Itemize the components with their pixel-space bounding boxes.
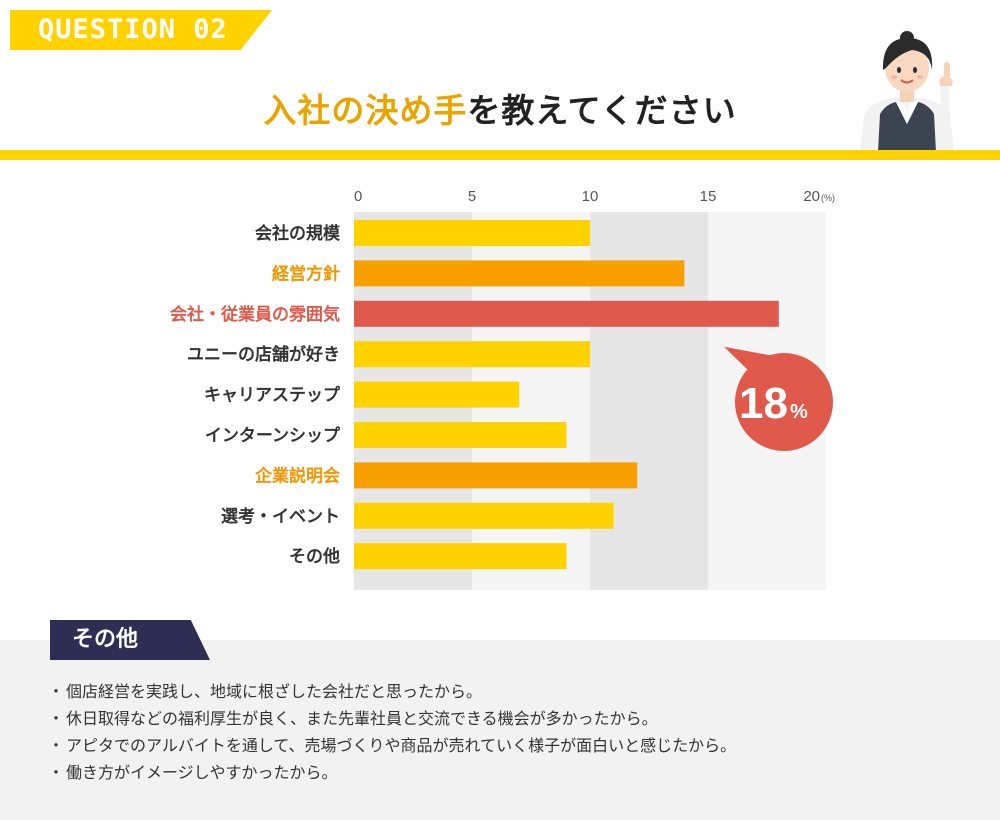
category-label: 経営方針 — [272, 263, 340, 284]
bar — [354, 502, 614, 529]
callout-pointer — [724, 346, 774, 372]
list-item: ・個店経営を実践し、地域に根ざした会社だと思ったから。 — [48, 678, 736, 705]
other-panel — [0, 640, 1000, 820]
presenter-illustration — [860, 31, 954, 152]
bullet: ・ — [48, 763, 65, 782]
category-label: その他 — [289, 546, 340, 567]
x-tick-label: 10 — [582, 188, 599, 205]
bar-chart: 0 5 10 15 20 (%) 会社の規模経営方針会社・従業員の雰囲気ユニーの店舗が好きキ… — [170, 188, 835, 590]
callout-bubble — [735, 353, 833, 451]
header-rule — [0, 150, 1000, 160]
bar — [354, 381, 520, 408]
bar — [354, 260, 685, 287]
other-list: ・個店経営を実践し、地域に根ざした会社だと思ったから。 ・休日取得などの福利厚生… — [48, 678, 736, 786]
x-tick-label: 5 — [468, 188, 476, 205]
list-item-text: アピタでのアルバイトを通して、売場づくりや商品が売れていく様子が面白いと感じたか… — [66, 736, 737, 755]
list-item-text: 働き方がイメージしやすかったから。 — [66, 763, 338, 782]
bullet: ・ — [48, 709, 65, 728]
category-label: 企業説明会 — [254, 465, 340, 486]
question-badge — [10, 10, 272, 50]
page-title: 入社の決め手を教えてください — [0, 84, 1000, 132]
bullet: ・ — [48, 682, 65, 701]
title-highlight: 入社の決め手 — [263, 91, 468, 130]
callout-value: 18 — [739, 379, 788, 428]
list-item-text: 休日取得などの福利厚生が良く、また先輩社員と交流できる機会が多かったから。 — [66, 709, 658, 728]
callout-unit: % — [790, 401, 808, 423]
category-label: キャリアステップ — [204, 385, 341, 406]
bar — [354, 422, 567, 448]
category-label: ユニーの店舗が好き — [187, 344, 340, 365]
list-item: ・アピタでのアルバイトを通して、売場づくりや商品が売れていく様子が面白いと感じた… — [48, 732, 736, 759]
other-tag — [50, 620, 210, 660]
bar — [354, 341, 590, 368]
category-label: 選考・イベント — [221, 506, 340, 527]
x-tick-label: 20 — [803, 188, 820, 205]
list-item: ・休日取得などの福利厚生が良く、また先輩社員と交流できる機会が多かったから。 — [48, 705, 736, 732]
bar — [354, 300, 779, 327]
title-rest: を教えてください — [467, 91, 737, 130]
bar — [354, 543, 567, 570]
question-number: QUESTION 02 — [38, 14, 228, 45]
x-axis-unit: (%) — [821, 193, 835, 203]
category-label: 会社・従業員の雰囲気 — [170, 304, 340, 325]
category-label: インターンシップ — [205, 425, 341, 446]
bullet: ・ — [48, 736, 65, 755]
x-tick-label: 15 — [700, 188, 717, 205]
other-title: その他 — [72, 627, 139, 652]
list-item-text: 個店経営を実践し、地域に根ざした会社だと思ったから。 — [66, 682, 483, 701]
bar — [354, 462, 638, 489]
category-label: 会社の規模 — [255, 223, 341, 244]
bar — [354, 220, 590, 246]
x-tick-label: 0 — [354, 188, 362, 205]
list-item: ・働き方がイメージしやすかったから。 — [48, 759, 736, 786]
